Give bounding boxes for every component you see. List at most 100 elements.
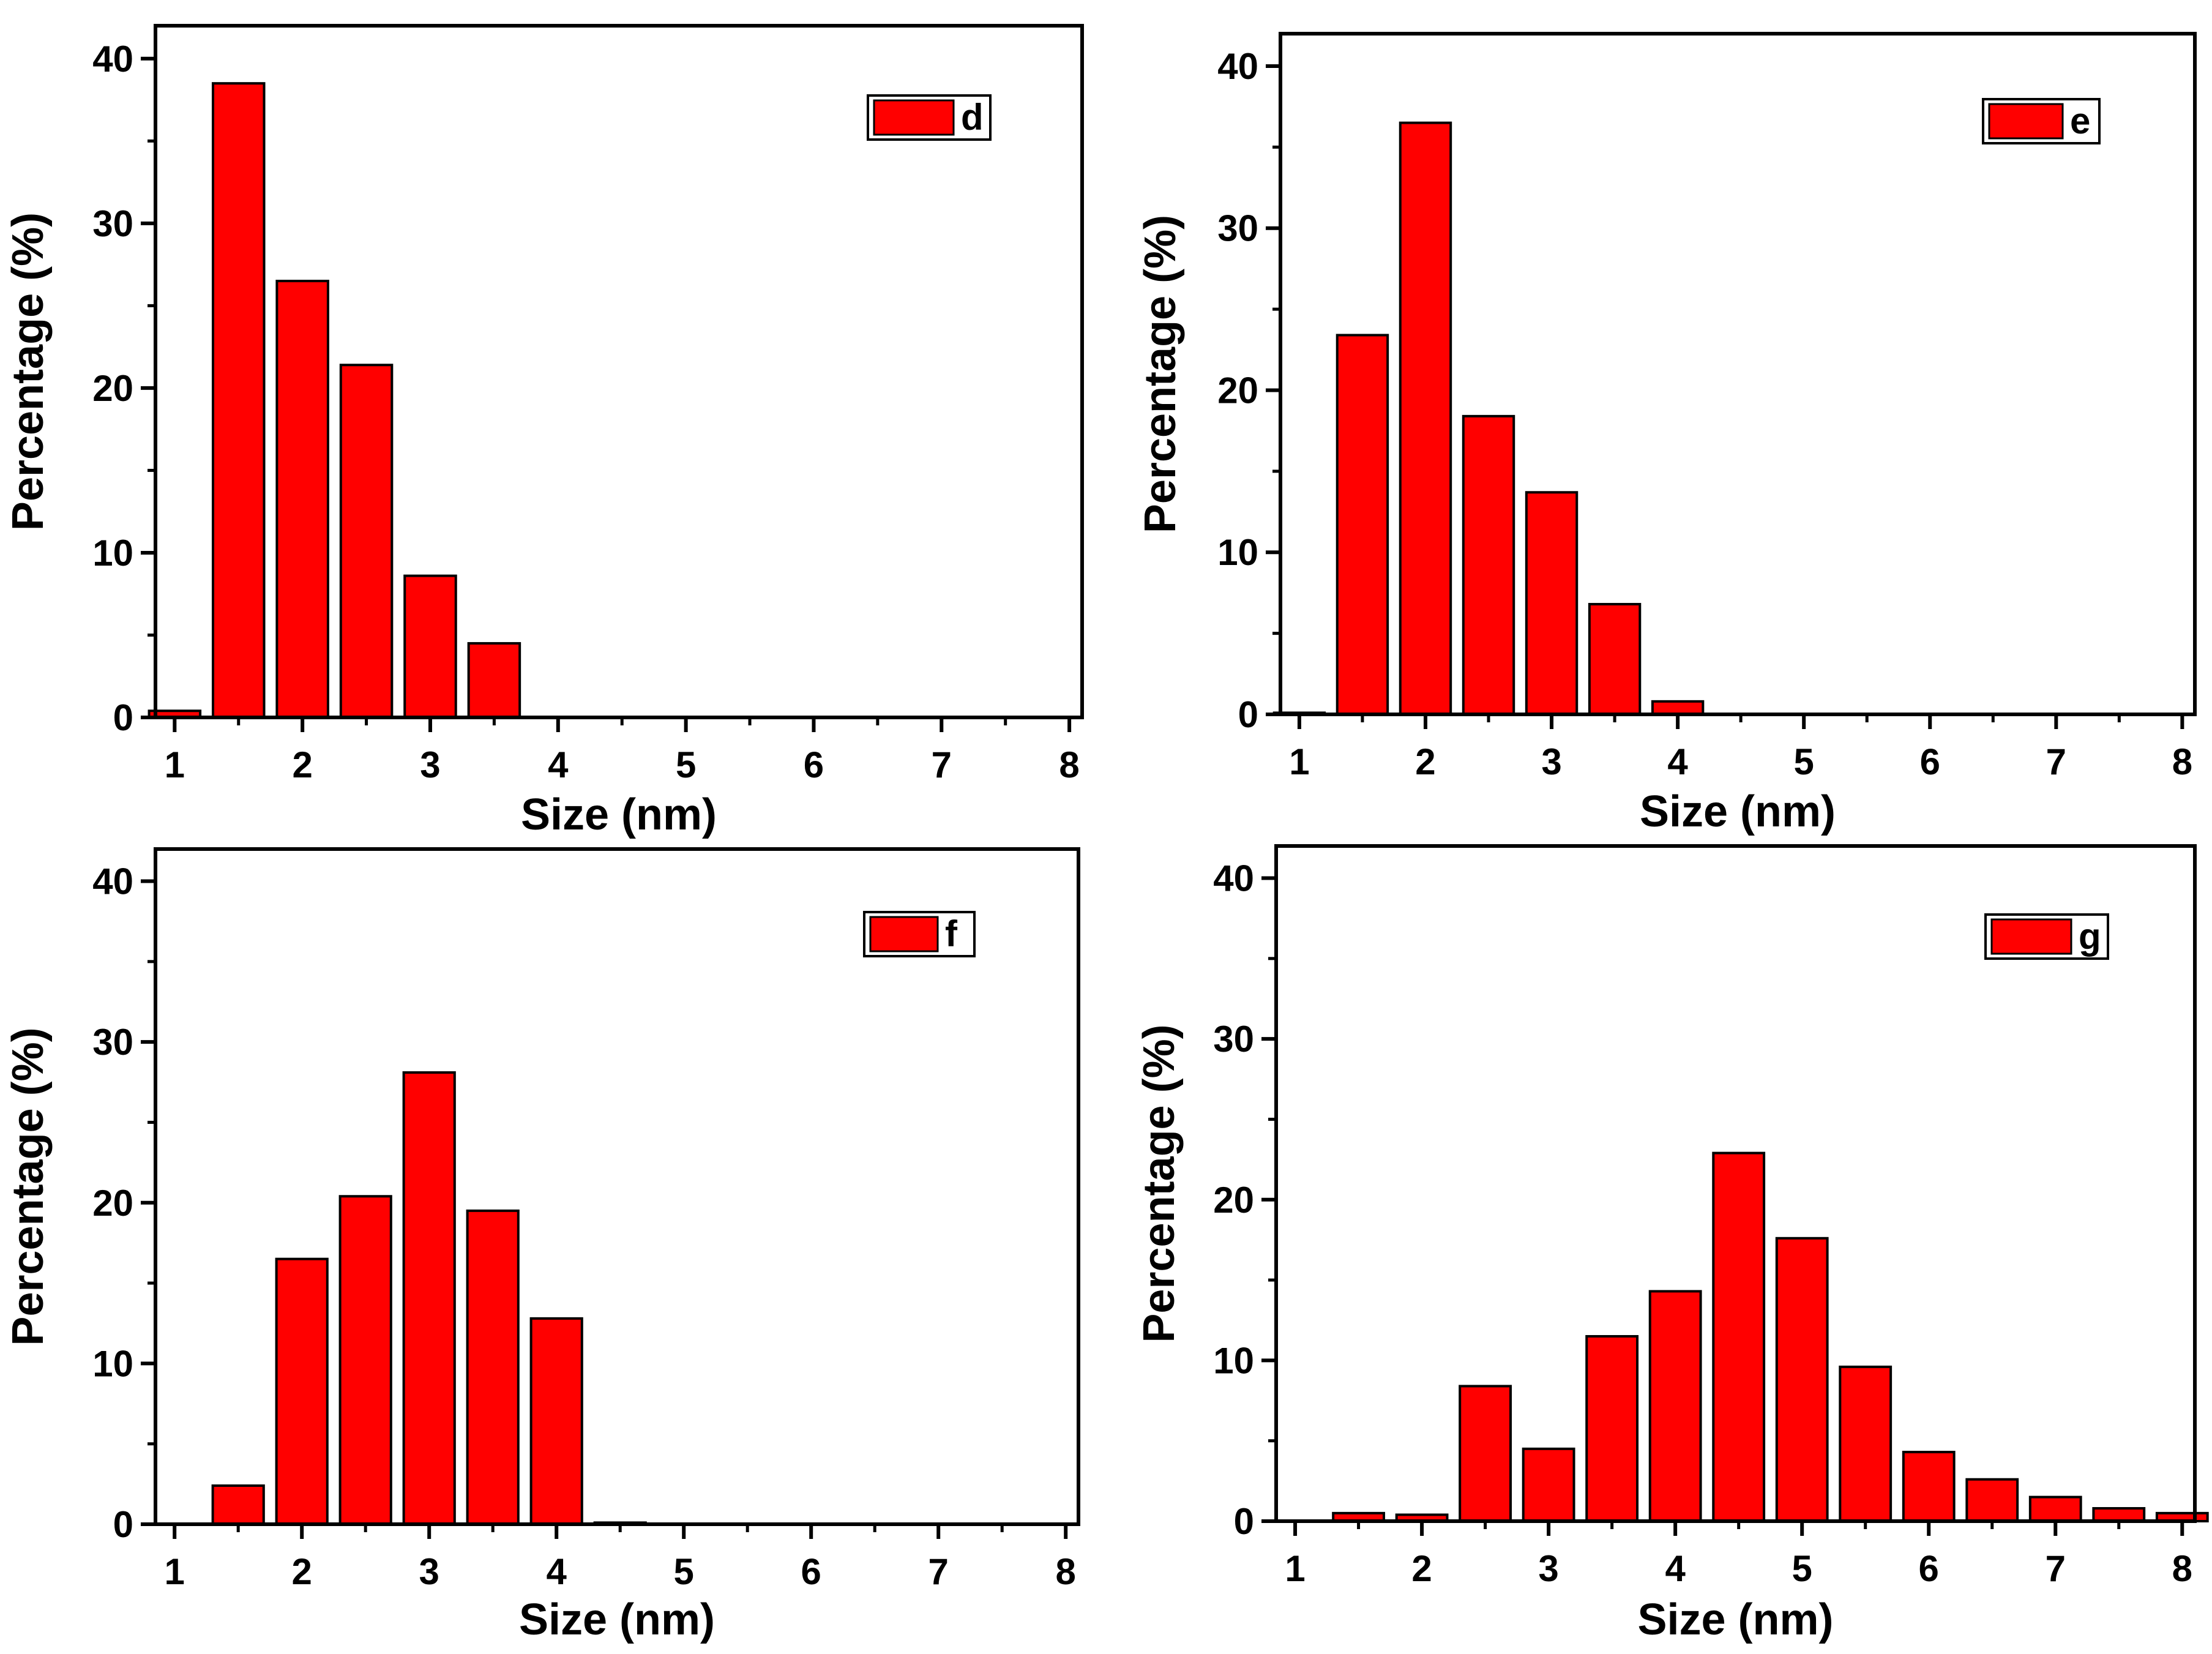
chart-panel-d: 0 10 20 30 40 1 2 3 4 5 6 7 8 Size (nm) Percentage (%)… [4, 24, 1084, 839]
y-tick-label: 30 [92, 203, 133, 244]
y-tick-label: 20 [1213, 1180, 1254, 1221]
y-tick-label: 30 [92, 1022, 133, 1063]
bar [2028, 1495, 2082, 1523]
bar [402, 1071, 456, 1526]
x-tick-label: 1 [165, 1551, 185, 1592]
bar [1775, 1237, 1829, 1523]
x-tick-label: 8 [2172, 741, 2192, 782]
y-axis-title: Percentage (%) [1136, 215, 1185, 533]
plot-frame [154, 847, 1080, 1526]
legend-label: g [2079, 916, 2101, 957]
y-axis-title: Percentage (%) [4, 1027, 53, 1345]
x-tick-label: 5 [674, 1551, 694, 1592]
legend-label: e [2070, 100, 2090, 141]
x-tick-label: 6 [1920, 741, 1940, 782]
y-tick-label: 10 [92, 1343, 133, 1384]
bar [1336, 334, 1389, 716]
y-tick-label: 40 [92, 39, 133, 80]
bar [1522, 1447, 1575, 1523]
y-tick-label: 20 [1217, 370, 1258, 411]
bar [2092, 1506, 2146, 1523]
x-tick-label: 3 [419, 1551, 439, 1592]
bar [211, 1484, 265, 1526]
bar [466, 1209, 520, 1525]
bar [1399, 121, 1452, 716]
y-tick-label: 40 [92, 861, 133, 902]
y-tick-label: 40 [1213, 858, 1254, 899]
legend-swatch [869, 916, 939, 952]
y-tick-label: 0 [1238, 694, 1258, 735]
bar [467, 642, 521, 719]
chart-panel-f: 0 10 20 30 40 1 2 3 4 5 6 7 8 Size (nm) Percentage (%)… [4, 847, 1080, 1644]
y-tick-label: 20 [92, 368, 133, 409]
x-tick-label: 8 [1059, 744, 1079, 785]
x-tick-label: 4 [547, 1551, 567, 1592]
plot-frame [1279, 32, 2197, 716]
bar [339, 364, 394, 719]
x-tick-label: 5 [676, 744, 696, 785]
x-tick-label: 5 [1792, 1548, 1812, 1589]
x-tick-label: 3 [1538, 1548, 1558, 1589]
bar [1459, 1385, 1512, 1522]
y-tick-label: 30 [1217, 208, 1258, 249]
bar [1651, 700, 1705, 716]
x-tick-label: 7 [2046, 741, 2066, 782]
y-tick-label: 10 [1217, 532, 1258, 573]
x-tick-label: 1 [1289, 741, 1309, 782]
bar [1902, 1451, 1956, 1522]
y-tick-label: 0 [1234, 1501, 1254, 1542]
x-tick-label: 3 [420, 744, 440, 785]
plot-frame [1274, 844, 2197, 1523]
x-tick-label: 8 [2172, 1548, 2192, 1589]
bar [211, 82, 266, 719]
bar [1588, 602, 1642, 716]
bar [1462, 414, 1515, 716]
x-axis-title: Size (nm) [521, 790, 717, 839]
chart-panel-e: 0 10 20 30 40 1 2 3 4 5 6 7 8 Size (nm) Percentage (%)… [1136, 32, 2197, 836]
x-tick-label: 6 [801, 1551, 821, 1592]
bar [1525, 491, 1579, 716]
plot-frame [154, 24, 1084, 719]
x-axis-title: Size (nm) [1640, 787, 1836, 836]
bar [1648, 1290, 1702, 1523]
x-tick-label: 4 [548, 744, 569, 785]
y-tick-label: 10 [1213, 1340, 1254, 1381]
y-tick-label: 0 [113, 1504, 133, 1545]
x-tick-label: 3 [1541, 741, 1561, 782]
y-tick-label: 0 [113, 697, 133, 738]
y-tick-label: 10 [92, 533, 133, 574]
x-tick-label: 2 [1415, 741, 1435, 782]
x-tick-label: 1 [1285, 1548, 1305, 1589]
legend-swatch [1990, 918, 2072, 955]
x-tick-label: 8 [1056, 1551, 1076, 1592]
x-tick-label: 4 [1667, 741, 1688, 782]
x-tick-label: 5 [1793, 741, 1814, 782]
x-tick-label: 6 [1919, 1548, 1939, 1589]
bar [1839, 1365, 1893, 1523]
x-axis-title: Size (nm) [519, 1595, 715, 1644]
y-tick-label: 40 [1217, 46, 1258, 87]
x-tick-label: 6 [804, 744, 824, 785]
x-tick-label: 2 [292, 1551, 312, 1592]
legend-label: f [945, 913, 958, 954]
legend-swatch [1988, 103, 2064, 140]
x-tick-label: 7 [2046, 1548, 2066, 1589]
bar [529, 1317, 583, 1526]
legend-swatch [873, 99, 955, 136]
bar [338, 1195, 392, 1526]
y-axis-title: Percentage (%) [4, 212, 53, 531]
chart-panel-g: 0 10 20 30 40 1 2 3 4 5 6 7 8 Size (nm) Percentage (%)… [1135, 844, 2209, 1644]
x-tick-label: 2 [292, 744, 312, 785]
y-tick-label: 20 [92, 1183, 133, 1224]
bar [275, 280, 329, 719]
x-tick-label: 4 [1665, 1548, 1686, 1589]
x-tick-label: 7 [932, 744, 952, 785]
x-axis-title: Size (nm) [1637, 1595, 1833, 1644]
y-tick-label: 30 [1213, 1019, 1254, 1060]
bar [275, 1257, 329, 1525]
x-tick-label: 1 [165, 744, 185, 785]
x-tick-label: 7 [929, 1551, 949, 1592]
legend-label: d [961, 97, 984, 138]
bar [1712, 1151, 1766, 1523]
